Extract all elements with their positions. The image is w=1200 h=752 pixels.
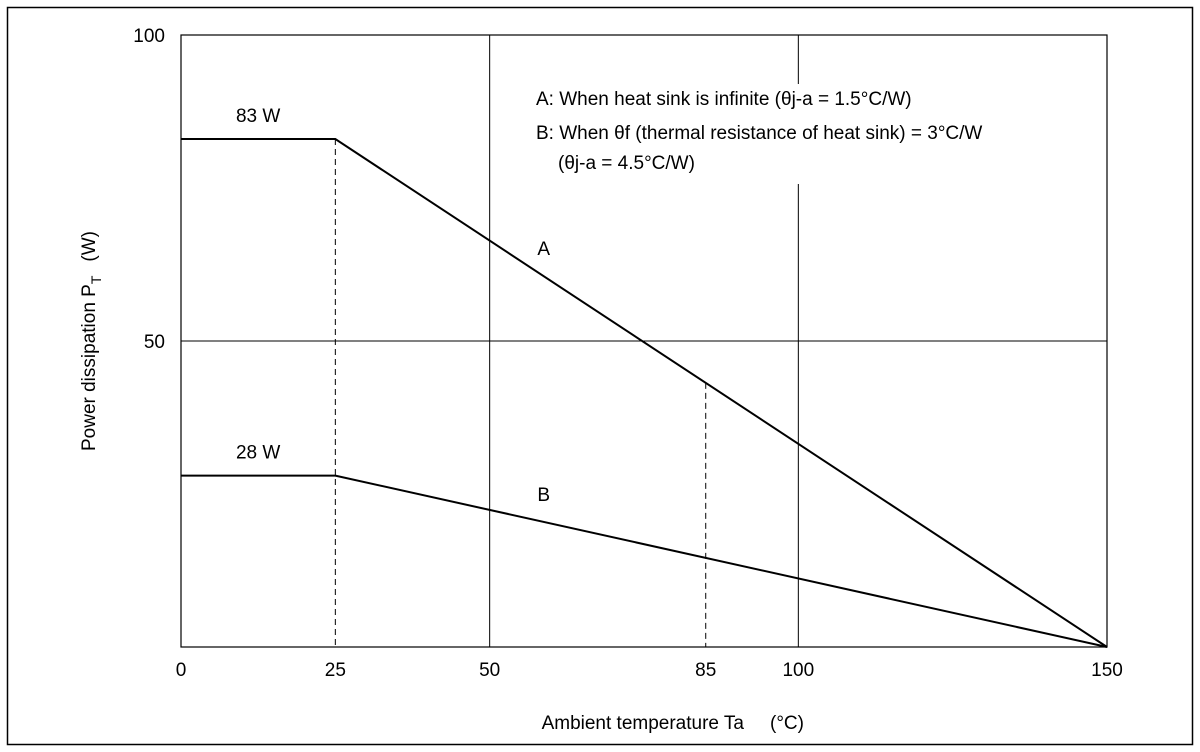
series-line	[181, 138, 1108, 648]
annotation: B: When θf (thermal resistance of heat s…	[536, 123, 982, 144]
value-label: 28 W	[236, 443, 280, 464]
x-tick-label: 150	[1091, 660, 1123, 681]
series-line	[181, 474, 1108, 648]
series-label: B	[537, 485, 550, 506]
x-tick-label: 0	[176, 660, 187, 681]
x-axis-label: Ambient temperature Ta	[542, 713, 745, 734]
y-tick-label: 50	[144, 332, 165, 353]
plot-frame	[180, 34, 1108, 648]
annotation: (θj-a = 4.5°C/W)	[558, 153, 695, 174]
x-tick-label: 85	[695, 660, 716, 681]
y-label-text: Power dissipation P	[79, 284, 100, 451]
x-tick-label: 100	[782, 660, 814, 681]
y-tick-label: 100	[133, 26, 165, 47]
x-tick-label: 50	[479, 660, 500, 681]
annotation-background	[528, 84, 1103, 184]
frame	[6, 6, 1194, 746]
series-label: A	[537, 239, 550, 260]
y-label-unit: (W)	[79, 231, 100, 262]
value-label: 83 W	[236, 106, 280, 127]
y-axis-label: Power dissipation PT (W)	[79, 231, 104, 451]
y-label-subscript: T	[88, 275, 104, 284]
x-tick-label: 25	[325, 660, 346, 681]
x-axis-unit: (°C)	[770, 713, 804, 734]
annotation: A: When heat sink is infinite (θj-a = 1.…	[536, 89, 912, 110]
